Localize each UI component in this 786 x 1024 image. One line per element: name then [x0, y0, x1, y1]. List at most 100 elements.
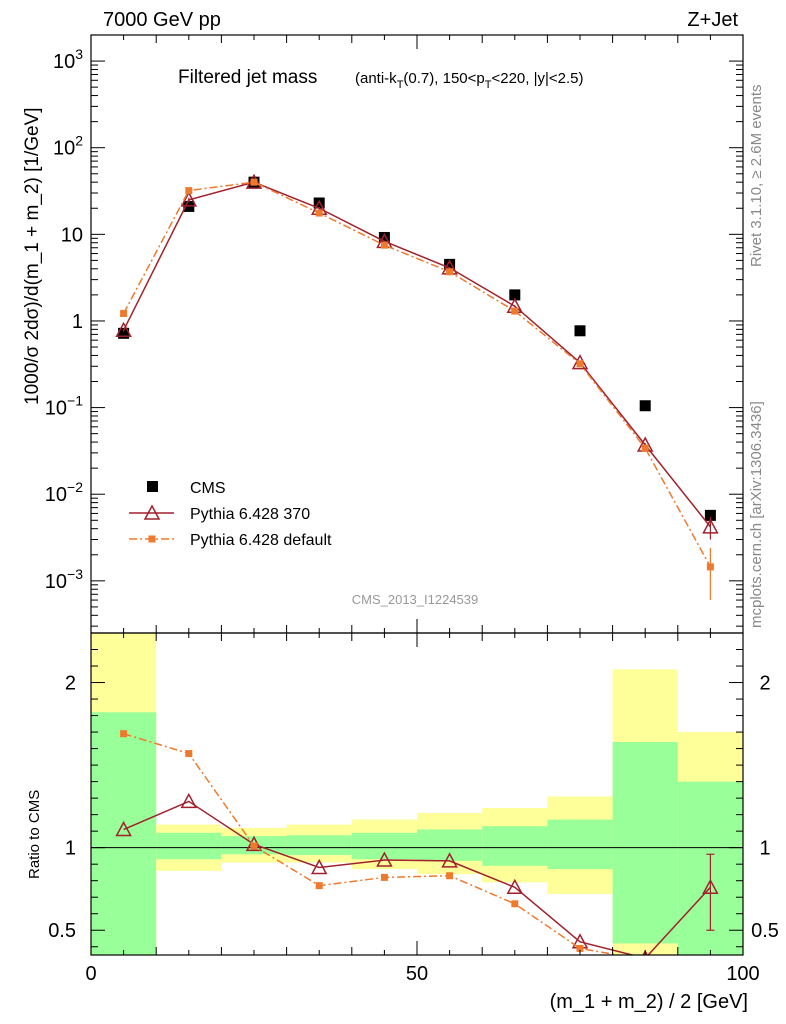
main-ylabel: 1000/σ 2dσ)/d(m_1 + m_2) [1/GeV]	[22, 107, 43, 405]
ratio-pdef-point	[642, 956, 649, 963]
main-data-layer	[115, 173, 719, 601]
chart-subtitle: (anti-kT(0.7), 150<pT<220, |y|<2.5)	[355, 70, 584, 91]
x-tick-label: 0	[85, 963, 96, 985]
ratio-y-tick-label-right: 0.5	[751, 920, 779, 942]
pdef-point	[706, 563, 714, 571]
legend-pdef-label: Pythia 6.428 default	[190, 532, 332, 549]
ratio-pdef-point	[576, 944, 584, 952]
ratio-p370-point	[310, 858, 328, 875]
mcplots-label: mcplots.cern.ch [arXiv:1306.3436]	[748, 401, 765, 628]
pdef-point	[446, 268, 454, 276]
pdef-point	[641, 444, 649, 452]
stat-uncertainty-band	[482, 826, 548, 866]
ratio-p370-point	[180, 792, 198, 809]
legend-cms-label: CMS	[190, 480, 226, 497]
pdef-point	[576, 360, 584, 368]
subtitle-b: (0.7), 150<p	[403, 70, 484, 87]
cms-point	[704, 509, 716, 521]
ratio-ylabel: Ratio to CMS	[26, 790, 43, 879]
subtitle-a-sub: T	[397, 79, 404, 91]
y-tick-label: 1	[72, 311, 83, 333]
subtitle-b-sub: T	[485, 79, 492, 91]
y-tick-label: 102	[53, 133, 83, 160]
cms-point	[378, 231, 390, 243]
y-tick-base: 10	[61, 224, 83, 246]
cms-point	[509, 289, 521, 301]
ratio-p370-point	[376, 851, 393, 867]
process-label: Z+Jet	[687, 9, 738, 31]
y-tick-label: 10−3	[45, 566, 83, 593]
ratio-p370-point	[441, 852, 458, 868]
legend-pdef-marker	[148, 535, 156, 543]
y-tick-label: 10	[61, 224, 83, 246]
y-tick-label: 103	[53, 46, 83, 73]
x-tick-label: 100	[726, 963, 759, 985]
legend: CMS Pythia 6.428 370 Pythia 6.428 defaul…	[129, 480, 332, 549]
cms-point	[313, 197, 325, 209]
analysis-id: CMS_2013_I1224539	[352, 592, 479, 607]
stat-uncertainty-band	[351, 832, 417, 860]
y-tick-base: 10	[45, 571, 67, 593]
pdef-point	[315, 209, 323, 217]
cms-point	[118, 327, 130, 339]
legend-p370-marker	[143, 504, 161, 520]
main-series-group	[115, 173, 719, 601]
cms-point	[574, 325, 586, 337]
ratio-p370-point	[506, 878, 524, 895]
pdef-point	[120, 309, 128, 317]
subtitle-c: <220, |y|<2.5)	[491, 70, 583, 87]
legend-cms-marker	[147, 481, 158, 492]
ratio-y-tick-label-right: 1	[759, 838, 770, 860]
y-tick-label: 10−2	[45, 479, 83, 506]
p370-point	[180, 191, 198, 207]
y-tick-exponent: 3	[75, 46, 83, 62]
p370-line	[122, 181, 711, 528]
ratio-y-tick-label-right: 2	[759, 673, 770, 695]
stat-uncertainty-band	[286, 835, 352, 856]
ratio-y-tick-label: 2	[65, 673, 76, 695]
pdef-point	[380, 241, 388, 249]
stat-uncertainty-band	[612, 741, 678, 944]
y-tick-base: 10	[45, 484, 67, 506]
y-tick-label: 10−1	[45, 393, 83, 420]
ratio-pdef-point	[120, 730, 128, 738]
y-tick-base: 1	[72, 311, 83, 333]
y-tick-exponent: −3	[67, 566, 83, 582]
ratio-pdef-point	[185, 750, 193, 758]
rivet-label: Rivet 3.1.10, ≥ 2.6M events	[748, 85, 765, 268]
y-tick-base: 10	[53, 51, 75, 73]
ratio-pdef-point	[315, 882, 323, 890]
y-tick-exponent: −1	[67, 393, 83, 409]
ratio-y-tick-label: 0.5	[48, 920, 76, 942]
cms-point	[444, 258, 456, 270]
pdef-point	[250, 178, 258, 186]
ratio-pdef-point	[511, 900, 519, 908]
ratio-p370-point	[702, 878, 719, 895]
legend-p370-label: Pythia 6.428 370	[190, 506, 310, 523]
title-main: Filtered jet mass	[178, 67, 317, 88]
y-tick-exponent: −2	[67, 479, 83, 495]
x-tick-label: 50	[406, 963, 428, 985]
ratio-pdef-point	[446, 872, 454, 880]
energy-label: 7000 GeV pp	[103, 9, 221, 31]
chart-title: Filtered jet mass	[178, 67, 317, 88]
ratio-panel	[91, 633, 743, 963]
ratio-y-tick-label: 1	[65, 838, 76, 860]
y-tick-base: 10	[45, 398, 67, 420]
cms-point	[639, 400, 651, 412]
stat-uncertainty-band	[547, 819, 613, 870]
p370-point	[702, 518, 719, 534]
main-frame	[90, 34, 744, 634]
stat-uncertainty-band	[417, 829, 483, 861]
pdef-point	[185, 187, 193, 195]
stat-uncertainty-band	[156, 832, 222, 860]
y-tick-base: 10	[53, 138, 75, 160]
pdef-line	[122, 181, 712, 568]
stat-uncertainty-band	[91, 712, 157, 955]
p370-point	[115, 321, 132, 338]
ratio-pdef-point	[380, 873, 388, 881]
ratio-p370-point	[115, 820, 132, 837]
subtitle-a: (anti-k	[355, 70, 397, 87]
